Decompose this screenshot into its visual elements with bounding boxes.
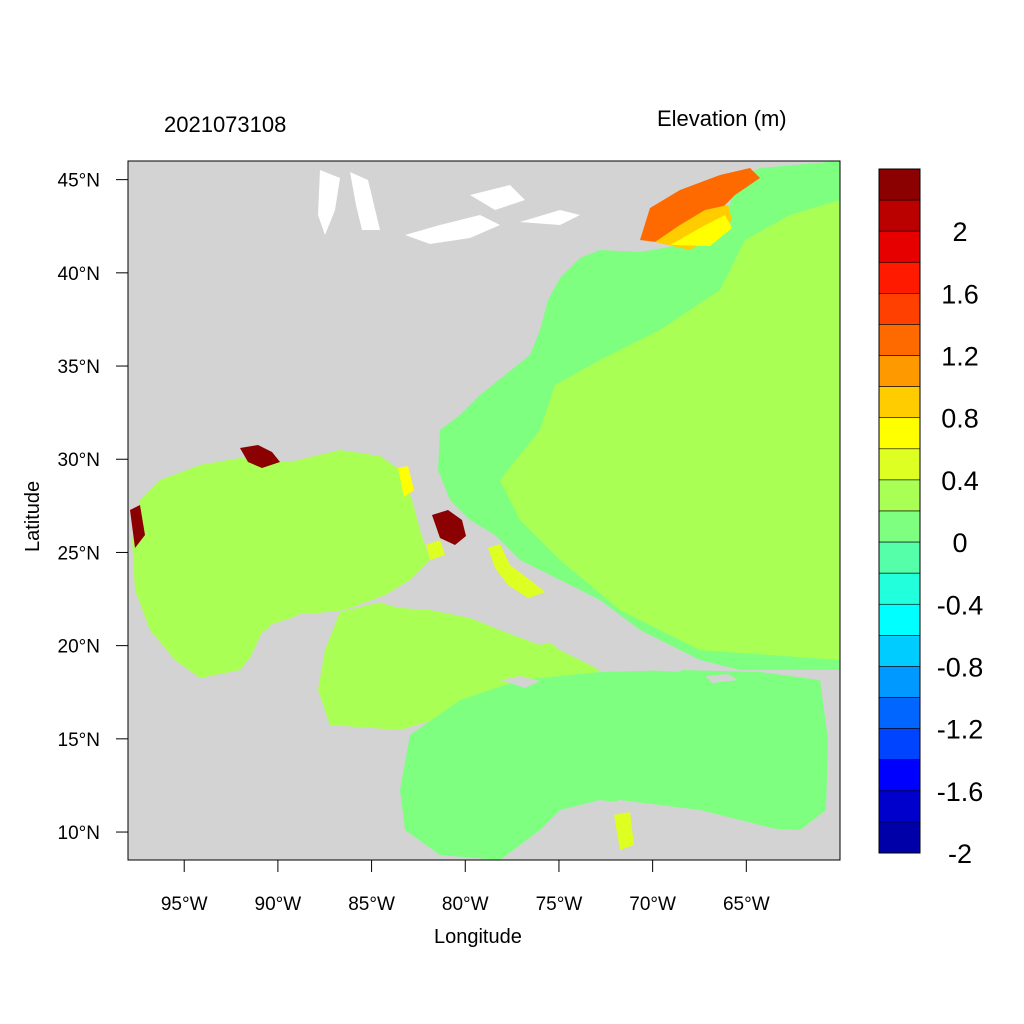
colorbar-label: 0.4 bbox=[941, 466, 979, 496]
colorbar-swatch bbox=[878, 790, 921, 823]
y-tick-label: 15°N bbox=[58, 730, 100, 751]
venezuela-gulf-yellow bbox=[614, 812, 634, 850]
colorbar-label: -1.6 bbox=[937, 777, 984, 807]
colorbar-swatch bbox=[878, 728, 921, 761]
colorbar-swatch bbox=[878, 417, 921, 450]
y-tick-label: 35°N bbox=[58, 357, 100, 378]
x-tick-label: 75°W bbox=[536, 894, 583, 915]
south-florida-surge bbox=[432, 510, 466, 545]
colorbar: 2 1.6 1.2 0.8 0.4 0 -0.4 -0.8 -1.2 -1.6 -2 bbox=[878, 168, 984, 869]
y-tick-label: 10°N bbox=[58, 823, 100, 844]
florida-bay-yellow bbox=[426, 540, 445, 560]
colorbar-label: 0 bbox=[952, 528, 967, 558]
colorbar-label: 2 bbox=[952, 217, 967, 247]
map-canvas bbox=[128, 161, 840, 860]
colorbar-swatch bbox=[878, 572, 921, 605]
colorbar-swatch bbox=[878, 510, 921, 543]
colorbar-swatch bbox=[878, 603, 921, 636]
map-frame bbox=[127, 160, 841, 861]
y-tick-label: 20°N bbox=[58, 637, 100, 658]
colorbar-frame bbox=[878, 168, 921, 854]
colorbar-swatch bbox=[878, 666, 921, 698]
puerto-rico-island bbox=[706, 674, 738, 683]
x-tick-label: 85°W bbox=[348, 894, 395, 915]
colorbar-label: 1.6 bbox=[941, 279, 979, 309]
y-tick-label: 45°N bbox=[58, 171, 100, 192]
colorbar-swatch bbox=[878, 355, 921, 387]
colorbar-swatch bbox=[878, 697, 921, 729]
map-variable-title: Elevation (m) bbox=[657, 106, 787, 131]
south-america-coast bbox=[500, 800, 840, 860]
colorbar-swatch bbox=[878, 230, 921, 263]
gulf-of-maine-surge-inner bbox=[655, 205, 732, 250]
y-axis-ticks: 45°N 40°N 35°N 30°N 25°N 20°N 15°N 10°N bbox=[58, 171, 128, 844]
colorbar-label: -0.4 bbox=[937, 590, 984, 620]
x-tick-label: 80°W bbox=[442, 894, 489, 915]
cuba-island bbox=[380, 590, 560, 645]
louisiana-surge bbox=[240, 445, 280, 468]
x-tick-label: 95°W bbox=[161, 894, 208, 915]
colorbar-label: -0.8 bbox=[937, 652, 984, 682]
big-bend-yellow bbox=[398, 466, 414, 497]
colorbar-swatch bbox=[878, 293, 921, 325]
x-axis-ticks: 95°W 90°W 85°W 80°W 75°W 70°W 65°W bbox=[161, 860, 770, 915]
hispaniola-island bbox=[590, 646, 690, 672]
map-timestamp-title: 2021073108 bbox=[164, 112, 287, 137]
jamaica-island bbox=[500, 676, 540, 688]
bahamas-shallow bbox=[488, 544, 545, 598]
gulf-of-maine-surge-core bbox=[670, 215, 732, 246]
texas-coast-surge bbox=[130, 505, 145, 548]
y-tick-label: 40°N bbox=[58, 264, 100, 285]
colorbar-swatch bbox=[878, 168, 921, 201]
y-tick-label: 25°N bbox=[58, 543, 100, 564]
sargasso-zero-region bbox=[500, 200, 840, 660]
y-tick-label: 30°N bbox=[58, 450, 100, 471]
great-lakes bbox=[318, 170, 580, 244]
colorbar-swatch bbox=[878, 199, 921, 232]
colorbar-swatch bbox=[878, 261, 921, 294]
colorbar-swatch bbox=[878, 448, 921, 481]
colorbar-swatch bbox=[878, 479, 921, 512]
x-tick-label: 65°W bbox=[723, 894, 770, 915]
gulf-of-mexico bbox=[132, 450, 430, 678]
eastern-caribbean bbox=[400, 670, 828, 860]
yucatan-peninsula bbox=[240, 612, 338, 726]
colorbar-swatch bbox=[878, 541, 921, 574]
colorbar-label: -1.2 bbox=[937, 715, 984, 745]
colorbar-swatch bbox=[878, 386, 921, 419]
x-axis-label: Longitude bbox=[434, 926, 522, 948]
colorbar-label: 1.2 bbox=[941, 342, 979, 372]
x-tick-label: 70°W bbox=[629, 894, 676, 915]
colorbar-swatch bbox=[878, 821, 921, 854]
colorbar-swatch bbox=[878, 759, 921, 792]
gulf-of-maine-surge bbox=[640, 168, 760, 245]
colorbar-swatch bbox=[878, 324, 921, 356]
colorbar-label: 0.8 bbox=[941, 404, 979, 434]
colorbar-label: -2 bbox=[948, 839, 972, 869]
colorbar-swatch bbox=[878, 635, 921, 667]
x-tick-label: 90°W bbox=[255, 894, 302, 915]
